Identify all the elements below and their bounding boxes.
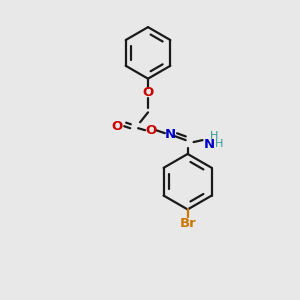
Text: O: O (142, 86, 154, 99)
Text: O: O (112, 120, 123, 133)
Text: H: H (210, 131, 219, 141)
Text: N: N (164, 128, 175, 141)
Text: O: O (146, 124, 157, 137)
Text: Br: Br (179, 217, 196, 230)
Text: H: H (215, 139, 224, 149)
Text: N: N (204, 138, 215, 151)
